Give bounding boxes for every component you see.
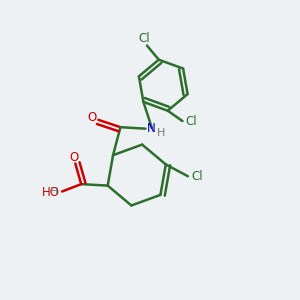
Text: H: H — [157, 128, 165, 138]
Text: O: O — [87, 111, 97, 124]
Text: Cl: Cl — [191, 170, 203, 183]
Text: HO: HO — [42, 186, 60, 199]
Text: Cl: Cl — [185, 115, 197, 128]
Text: Cl: Cl — [138, 32, 150, 45]
Text: H: H — [50, 187, 58, 197]
Text: O: O — [69, 151, 79, 164]
Text: N: N — [147, 122, 156, 135]
